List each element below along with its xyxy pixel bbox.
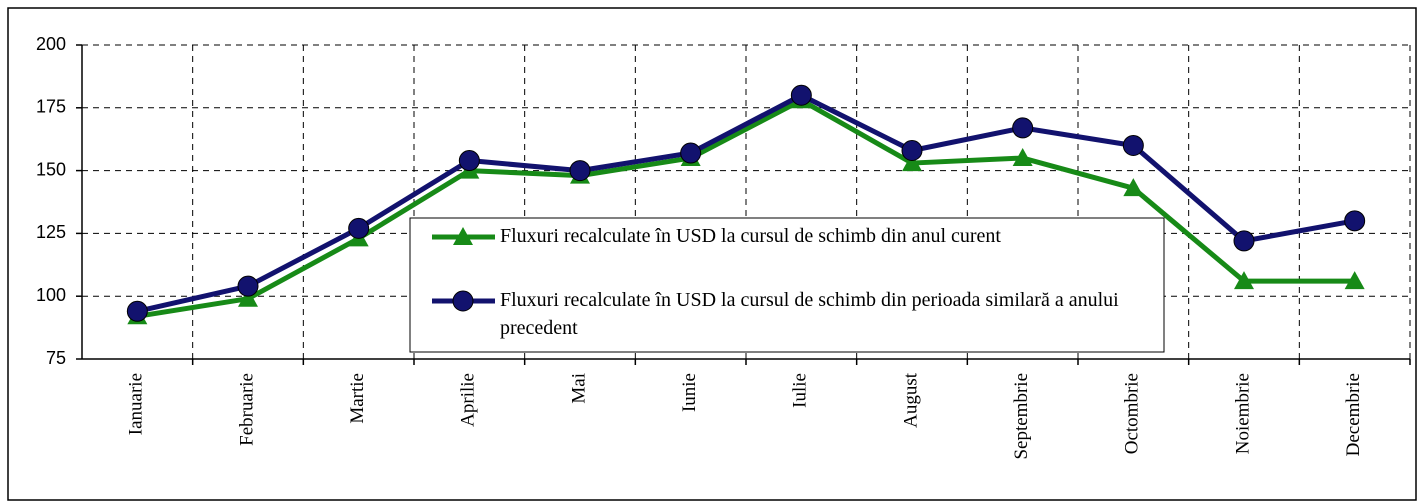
marker (458, 150, 480, 172)
marker (348, 217, 370, 239)
legend-entry: Fluxuri recalculate în USD la cursul de … (500, 289, 1119, 339)
x-tick-label: Ianuarie (126, 373, 147, 435)
legend-entry: Fluxuri recalculate în USD la cursul de … (500, 225, 1001, 247)
marker (1012, 148, 1033, 167)
y-tick-label: 125 (36, 222, 66, 242)
marker (569, 160, 591, 182)
legend-box (409, 217, 1165, 353)
marker (1344, 271, 1365, 290)
legend-label: Fluxuri recalculate în USD la cursul de … (500, 289, 1119, 339)
marker (126, 300, 148, 322)
y-tick-label: 200 (36, 34, 66, 54)
x-tick-label: Martie (347, 373, 368, 424)
x-tick-label: August (900, 372, 921, 428)
legend-label: Fluxuri recalculate în USD la cursul de … (500, 225, 1001, 247)
x-tick-label: Mai (568, 373, 589, 404)
marker (1122, 134, 1144, 156)
x-tick-label: Septembrie (1011, 373, 1032, 460)
marker (901, 140, 923, 162)
marker (1233, 230, 1255, 252)
series-line (136, 92, 1356, 314)
marker (238, 288, 258, 307)
y-tick-label: 75 (46, 348, 66, 368)
marker (790, 84, 812, 106)
marker (1344, 210, 1366, 232)
marker (1234, 271, 1254, 290)
marker (680, 142, 702, 164)
legend-marker (453, 227, 473, 245)
y-tick-label: 150 (36, 159, 66, 179)
x-tick-label: Noiembrie (1232, 373, 1253, 454)
x-tick-label: Octombrie (1122, 373, 1143, 454)
marker (902, 153, 922, 172)
marker (1123, 178, 1144, 197)
x-tick-label: Aprilie (458, 373, 479, 427)
x-tick-label: Februarie (236, 373, 257, 446)
y-tick-label: 100 (36, 285, 66, 305)
x-tick-label: Iunie (679, 373, 700, 412)
marker (1012, 117, 1034, 139)
marker (237, 275, 259, 297)
series-line (136, 97, 1355, 319)
x-tick-label: Decembrie (1343, 373, 1364, 456)
x-tick-label: Iulie (790, 373, 811, 408)
legend-marker (452, 290, 474, 312)
y-tick-label: 175 (36, 97, 66, 117)
